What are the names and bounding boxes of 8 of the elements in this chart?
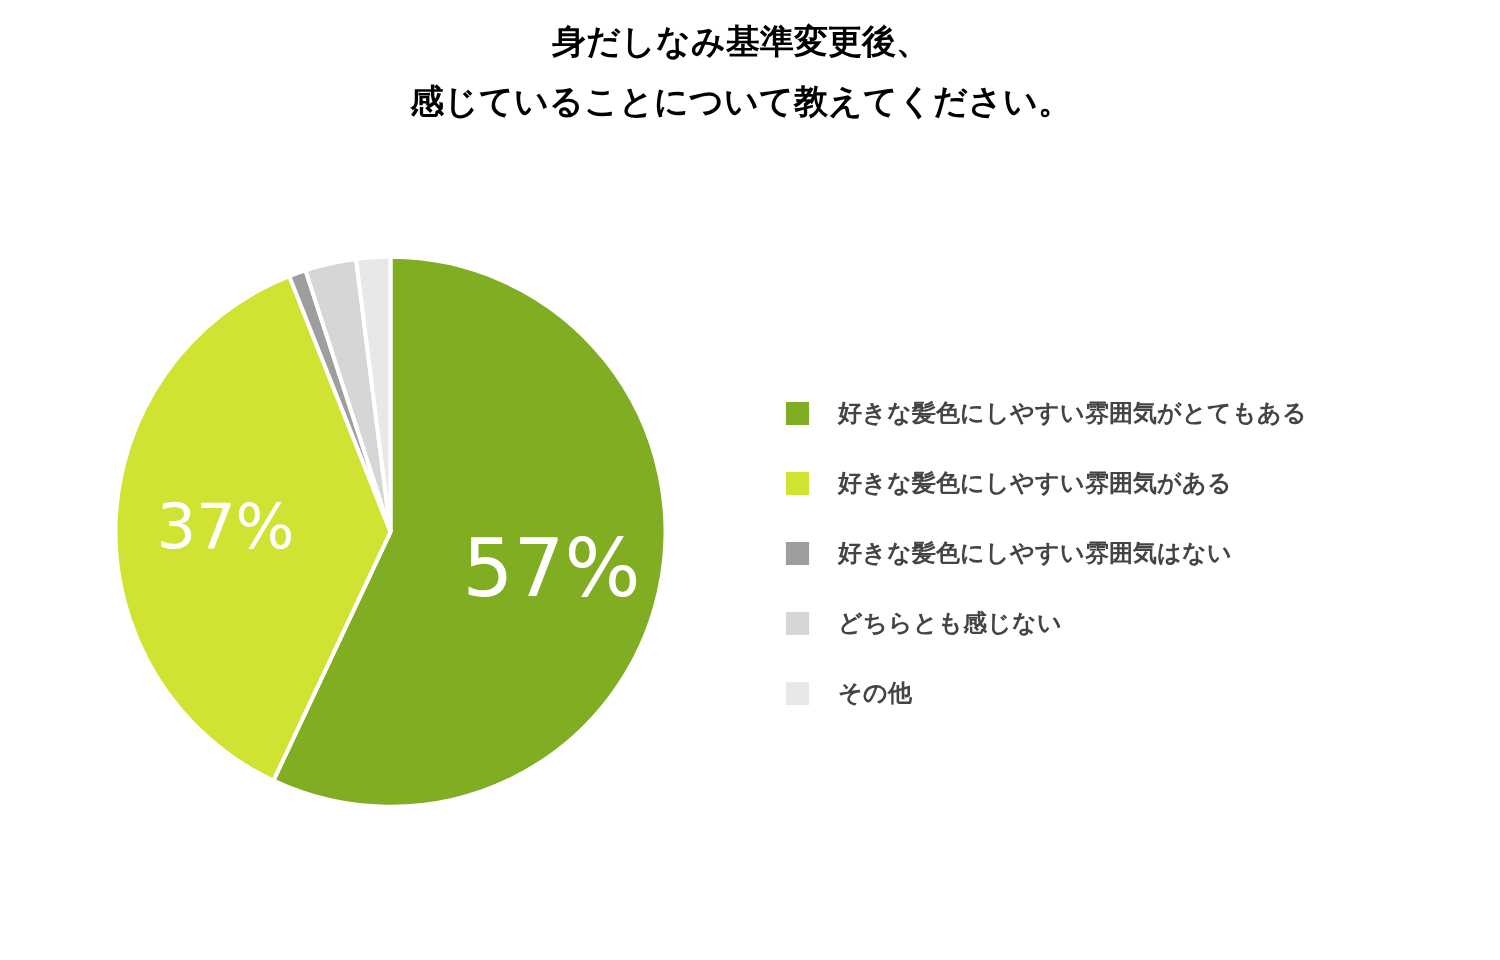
legend-label: 好きな髪色にしやすい雰囲気がとてもある xyxy=(838,398,1307,429)
data-label: 37% xyxy=(156,490,295,564)
data-label: 57% xyxy=(462,522,641,616)
chart-title: 身だしなみ基準変更後、感じていることについて教えてください。 xyxy=(408,20,1072,121)
legend-label: 好きな髪色にしやすい雰囲気はない xyxy=(838,538,1232,569)
legend-label: どちらとも感じない xyxy=(838,608,1062,639)
legend-label: その他 xyxy=(838,678,912,709)
legend-label: 好きな髪色にしやすい雰囲気がある xyxy=(838,468,1232,499)
